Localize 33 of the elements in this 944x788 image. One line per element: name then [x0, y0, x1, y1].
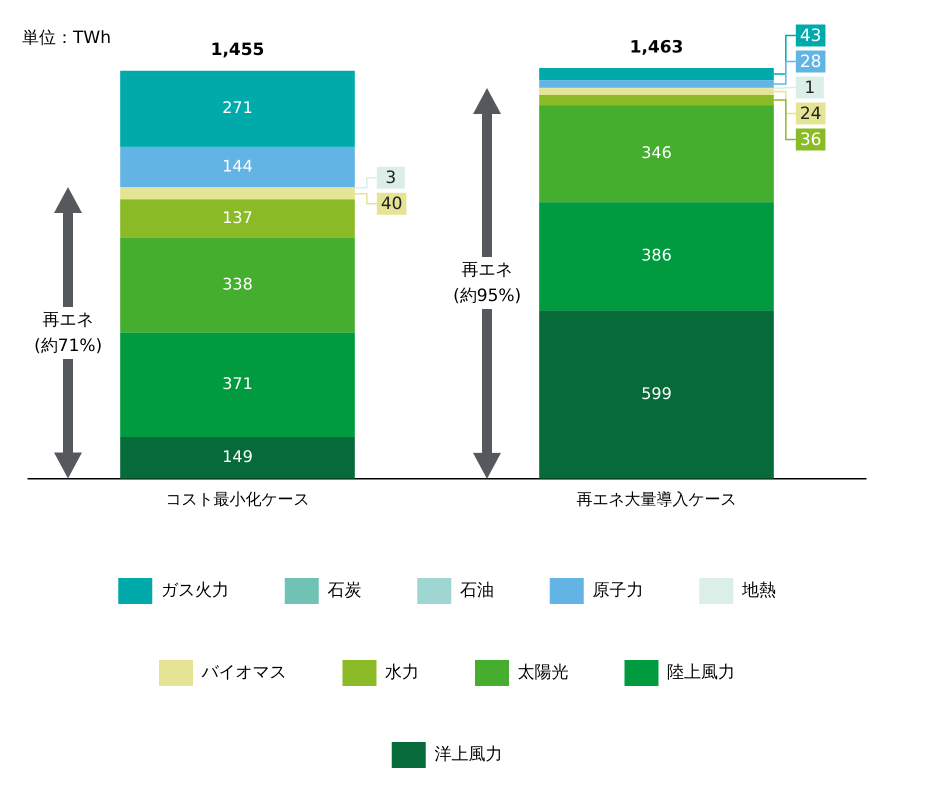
- data-label: 24: [800, 104, 822, 124]
- data-label: 338: [222, 274, 253, 294]
- legend-label: 石炭: [327, 580, 362, 600]
- data-label: 386: [641, 246, 672, 265]
- legend-label: ガス火力: [160, 580, 229, 600]
- data-label: 28: [800, 52, 822, 72]
- data-label: 271: [222, 98, 253, 118]
- data-label: 599: [641, 384, 672, 403]
- data-label: 144: [222, 156, 253, 176]
- data-label: 137: [222, 208, 253, 227]
- legend-label: 原子力: [592, 580, 644, 600]
- x-tick-label: コスト最小化ケース: [166, 490, 310, 509]
- legend-label: 陸上風力: [667, 662, 735, 682]
- legend-label: 洋上風力: [434, 744, 502, 764]
- data-label: 43: [800, 26, 822, 46]
- total-label: 1,463: [630, 37, 684, 58]
- legend-label: 太陽光: [518, 662, 568, 682]
- data-label: 346: [641, 142, 672, 162]
- data-label: 1: [804, 78, 816, 98]
- text: 単位：TWh: [22, 27, 111, 49]
- legend-label: 水力: [385, 662, 419, 682]
- data-label: 36: [800, 130, 822, 150]
- x-tick-label: 再エネ大量導入ケース: [576, 490, 736, 509]
- data-label: 40: [380, 194, 402, 214]
- legend-label: バイオマス: [200, 662, 286, 682]
- data-label: 371: [222, 374, 253, 394]
- legend-label: 石油: [460, 580, 494, 600]
- annotation: 再エネ (約95%): [437, 257, 538, 310]
- legend-label: 地熱: [740, 580, 776, 600]
- total-label: 1,455: [210, 40, 264, 60]
- data-label: 3: [385, 168, 396, 188]
- annotation: 再エネ (約71%): [18, 307, 118, 360]
- data-label: 149: [222, 447, 253, 466]
